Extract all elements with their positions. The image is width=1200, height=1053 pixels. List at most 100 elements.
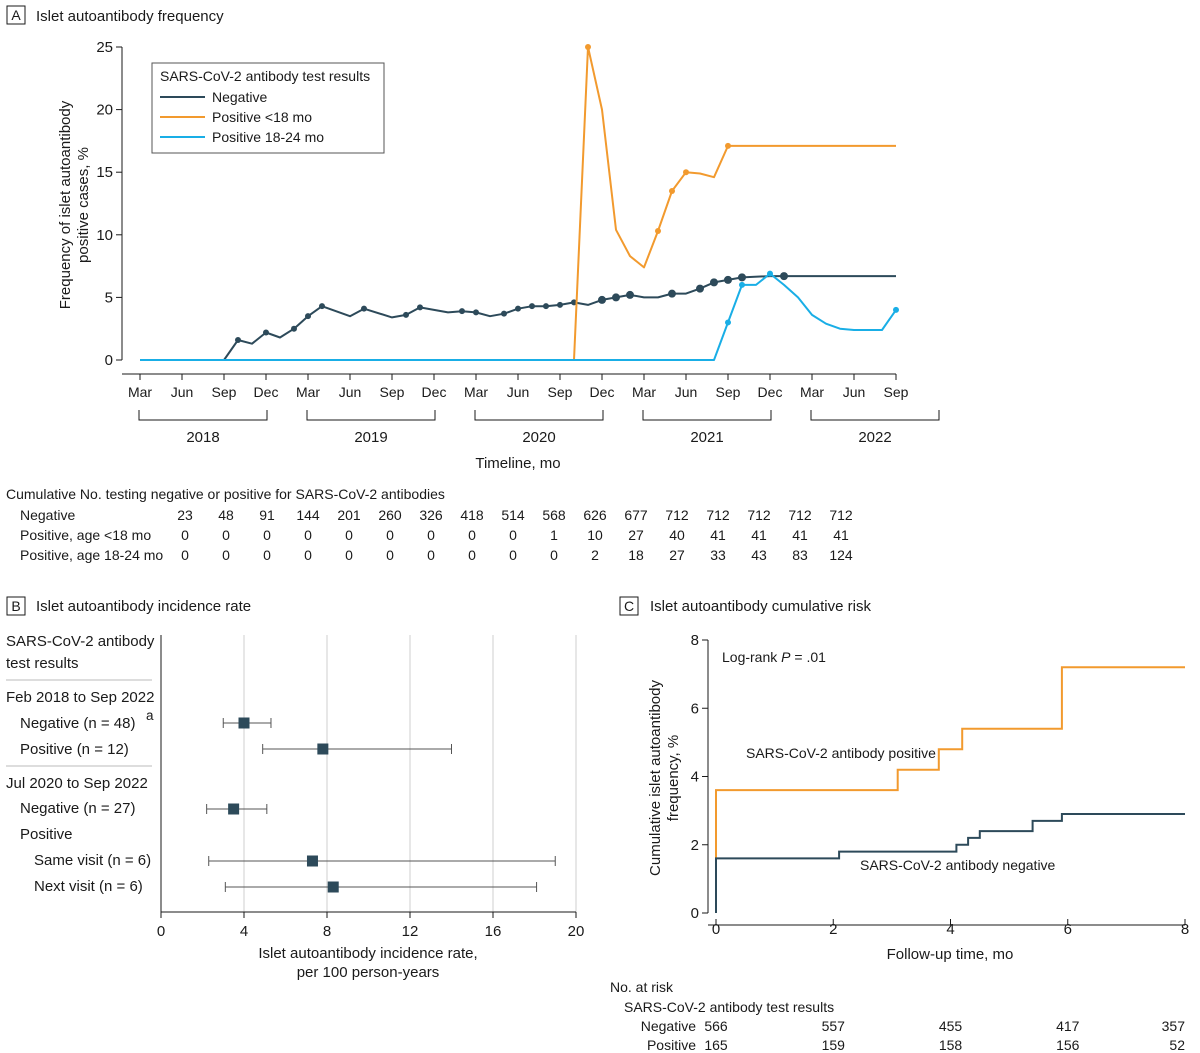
table-cell: 27 bbox=[669, 547, 685, 563]
a-year-bracket bbox=[138, 410, 268, 421]
a-data-point bbox=[725, 142, 731, 149]
risk-cell: 159 bbox=[822, 1037, 846, 1053]
table-cell: 40 bbox=[669, 527, 685, 543]
legend-label-negative: Negative bbox=[212, 89, 267, 105]
b-estimate-marker bbox=[327, 881, 339, 893]
panel-b: B Islet autoantibody incidence rate SARS… bbox=[6, 596, 584, 981]
panel-c-xlabel: Follow-up time, mo bbox=[887, 946, 1014, 963]
table-cell: 712 bbox=[665, 507, 689, 523]
table-cell: 0 bbox=[427, 547, 435, 563]
table-cell: 0 bbox=[468, 547, 476, 563]
c-y-tick-label: 6 bbox=[691, 700, 699, 717]
a-data-point bbox=[696, 284, 704, 293]
a-x-tick-label: Sep bbox=[716, 384, 741, 400]
c-x-tick-label: 0 bbox=[712, 921, 720, 938]
a-x-tick-label: Jun bbox=[675, 384, 698, 400]
risk-cell: 156 bbox=[1056, 1037, 1080, 1053]
panel-b-section-2: Jul 2020 to Sep 2022 bbox=[6, 775, 148, 792]
panel-c-annotation: Log-rank P = .01 bbox=[722, 649, 826, 665]
a-x-tick-label: Mar bbox=[296, 384, 320, 400]
b-estimate-marker bbox=[228, 803, 240, 815]
risk-table-header: No. at risk bbox=[610, 979, 674, 995]
a-data-point bbox=[738, 273, 746, 282]
a-data-point bbox=[473, 309, 479, 316]
a-y-tick-label: 25 bbox=[96, 39, 113, 56]
a-y-tick-label: 20 bbox=[96, 102, 113, 119]
a-data-point bbox=[235, 336, 241, 343]
risk-cell: 557 bbox=[822, 1018, 846, 1034]
a-x-tick-label: Dec bbox=[254, 384, 279, 400]
panel-a-x-axis: Mar Jun Sep Dec Mar Jun Sep Dec Mar Jun Sep Dec Mar J… bbox=[122, 373, 940, 446]
table-cell: 712 bbox=[706, 507, 730, 523]
a-year-label: 2020 bbox=[522, 429, 555, 446]
c-step-line-1 bbox=[715, 813, 1185, 913]
legend-title: SARS-CoV-2 antibody test results bbox=[160, 68, 370, 84]
risk-cell: 158 bbox=[939, 1037, 963, 1053]
panel-b-row-label-1: Negative (n = 48) bbox=[20, 715, 135, 732]
panel-b-row-label-4: Same visit (n = 6) bbox=[34, 852, 151, 869]
table-cell: 326 bbox=[419, 507, 443, 523]
table-cell: 0 bbox=[222, 547, 230, 563]
a-data-point bbox=[598, 295, 606, 304]
a-x-tick-label: Sep bbox=[212, 384, 237, 400]
a-y-tick-label: 15 bbox=[96, 164, 113, 181]
a-year-bracket bbox=[474, 410, 604, 421]
risk-table-subheader: SARS-CoV-2 antibody test results bbox=[624, 999, 834, 1015]
panel-b-xlabel-line1: Islet autoantibody incidence rate, bbox=[258, 945, 477, 962]
c-step-line-0 bbox=[715, 666, 1185, 913]
a-data-point bbox=[585, 44, 591, 50]
cumulative-table-rows: Negative 23 48 91 144 201 260 326 418 514 568 626 67… bbox=[20, 507, 853, 563]
a-x-tick-label: Dec bbox=[590, 384, 615, 400]
table-cell: 712 bbox=[747, 507, 771, 523]
a-data-point bbox=[515, 305, 521, 312]
table-cell: 626 bbox=[583, 507, 607, 523]
a-x-tick-label: Jun bbox=[843, 384, 866, 400]
table-cell: 41 bbox=[792, 527, 808, 543]
c-x-tick-label: 8 bbox=[1181, 921, 1189, 938]
a-data-point bbox=[417, 304, 423, 311]
table-cell: 41 bbox=[833, 527, 849, 543]
panel-b-row-label-5: Next visit (n = 6) bbox=[34, 878, 143, 895]
panel-c-letter-box bbox=[619, 596, 639, 616]
c-y-tick-label: 4 bbox=[691, 769, 699, 786]
c-y-tick-label: 2 bbox=[691, 837, 699, 854]
panel-a-ylabel-line1: Frequency of islet autoantibody bbox=[57, 100, 74, 309]
a-y-tick-label: 0 bbox=[105, 352, 113, 369]
a-x-tick-label: Jun bbox=[339, 384, 362, 400]
b-estimate-marker bbox=[317, 743, 329, 755]
a-data-point bbox=[780, 272, 788, 281]
a-data-point bbox=[403, 311, 409, 318]
risk-cell: 455 bbox=[939, 1018, 963, 1034]
cumulative-table-header: Cumulative No. testing negative or posit… bbox=[6, 486, 445, 502]
a-data-point bbox=[571, 299, 577, 306]
a-x-tick-label: Mar bbox=[464, 384, 488, 400]
table-cell: 712 bbox=[788, 507, 812, 523]
panel-c-label-negative: SARS-CoV-2 antibody negative bbox=[860, 857, 1056, 873]
panel-c: C Islet autoantibody cumulative risk Cum… bbox=[610, 596, 1189, 1053]
table-cell: 260 bbox=[378, 507, 402, 523]
table-cell: 41 bbox=[751, 527, 767, 543]
c-y-tick-label: 8 bbox=[691, 632, 699, 649]
a-series-line-0 bbox=[140, 275, 896, 361]
a-data-point bbox=[724, 275, 732, 284]
panel-a: A Islet autoantibody frequency Frequency… bbox=[6, 5, 940, 472]
table-cell: 514 bbox=[501, 507, 525, 523]
panel-a-series bbox=[140, 44, 899, 361]
a-x-tick-label: Dec bbox=[758, 384, 783, 400]
risk-row-label: Negative bbox=[641, 1018, 696, 1034]
table-cell: 0 bbox=[386, 527, 394, 543]
panel-a-title: Islet autoantibody frequency bbox=[36, 8, 224, 25]
table-cell: 0 bbox=[345, 527, 353, 543]
a-x-tick-label: Jun bbox=[171, 384, 194, 400]
a-data-point bbox=[529, 303, 535, 310]
table-cell: 33 bbox=[710, 547, 726, 563]
table-cell: 0 bbox=[263, 547, 271, 563]
panel-b-xlabel-line2: per 100 person-years bbox=[297, 964, 440, 981]
a-year-label: 2022 bbox=[858, 429, 891, 446]
table-cell: 43 bbox=[751, 547, 767, 563]
table-row-label: Positive, age <18 mo bbox=[20, 527, 151, 543]
a-x-tick-label: Dec bbox=[422, 384, 447, 400]
a-data-point bbox=[543, 303, 549, 310]
risk-cell: 566 bbox=[704, 1018, 728, 1034]
b-x-tick-label: 8 bbox=[323, 923, 331, 940]
